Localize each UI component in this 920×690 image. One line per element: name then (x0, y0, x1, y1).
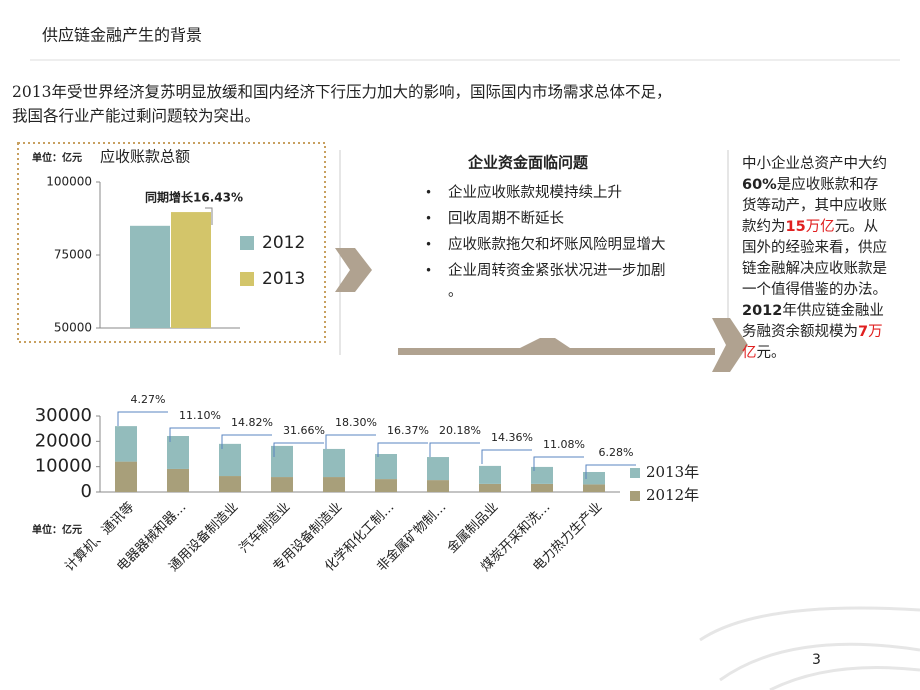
annotation: 16.37% (387, 424, 429, 437)
annotation-line (273, 442, 324, 457)
x-tick-label: 汽车制造业 (236, 499, 293, 556)
legend-label: 2013 (262, 269, 305, 289)
conclusion-text: 60% (742, 177, 777, 193)
legend-swatch (240, 272, 254, 286)
annotation-line (325, 434, 376, 449)
x-tick-label: 金属制品业 (444, 499, 501, 556)
annotation-line (117, 411, 168, 426)
conclusion-text: 元。 (756, 345, 786, 361)
y-tick-label: 75000 (54, 248, 92, 262)
legend-label: 2012 (262, 233, 305, 253)
annotation-line (481, 449, 532, 464)
legend-swatch (630, 491, 640, 501)
y-tick-label: 0 (81, 481, 92, 502)
bar-segment (583, 484, 605, 492)
arrow (398, 338, 715, 355)
conclusion-text: 元。从国外的经验来看，供应链金融解决应收账款是一个值得借鉴的办法。 (742, 219, 887, 298)
annotation: 31.66% (283, 424, 325, 437)
conclusion: 中小企业总资产中大约60%是应收账款和存货等动产，其中应收账款约为15万亿元。从… (742, 154, 892, 364)
annotation-line (169, 427, 220, 442)
problems-title: 企业资金面临问题 (467, 154, 589, 172)
y-tick-label: 20000 (35, 430, 92, 451)
y-tick-label: 30000 (35, 405, 92, 426)
slide-title: 供应链金融产生的背景 (42, 26, 202, 45)
bar (130, 225, 170, 328)
annotation-line (429, 442, 480, 457)
legend-label: 2013年 (646, 463, 699, 481)
bar-segment (479, 465, 501, 484)
conclusion-text: 是应收账款和存货等动产，其中应收账款约为 (742, 177, 887, 235)
annotation: 14.82% (231, 416, 273, 429)
annotation: 14.36% (491, 431, 533, 444)
decoration (699, 606, 920, 690)
bullet: 企业周转资金紧张状况进一步加剧。 (448, 261, 666, 300)
unit-label: 单位：亿元 (32, 151, 82, 164)
legend-swatch (240, 236, 254, 250)
bar-segment (115, 461, 137, 492)
bar (171, 212, 211, 328)
unit-label: 单位：亿元 (32, 523, 82, 536)
bar-segment (219, 476, 241, 492)
annotation-line (585, 464, 636, 479)
bar-segment (479, 483, 501, 492)
bar-segment (531, 483, 553, 492)
bullet: 企业应收账款规模持续上升 (448, 183, 622, 201)
chart-title: 应收账款总额 (100, 148, 190, 166)
conclusion-text: 万亿 (742, 324, 883, 361)
chart-frame (17, 142, 326, 343)
annotation-line (205, 207, 213, 225)
legend-swatch (630, 468, 640, 478)
y-tick-label: 100000 (46, 175, 92, 189)
bar-segment (115, 426, 137, 462)
annotation-line (377, 442, 428, 457)
arrow (712, 318, 748, 372)
conclusion-text: 年供应链金融业务融资余额规模为 (742, 303, 884, 340)
bar-segment (219, 443, 241, 477)
annotation: 同期增长16.43% (145, 190, 243, 205)
bar-segment (583, 471, 605, 485)
annotation: 4.27% (131, 393, 166, 406)
bullet-dot: • (425, 238, 432, 252)
bar-segment (531, 466, 553, 484)
conclusion-text: 中小企业总资产中大约 (742, 156, 887, 172)
intro: 2013年受世界经济复苏明显放缓和国内经济下行压力加大的影响，国际国内市场需求总… (12, 83, 671, 101)
conclusion-text: 2012 (742, 303, 783, 319)
bar-segment (167, 468, 189, 492)
bar-segment (427, 480, 449, 492)
annotation: 18.30% (335, 416, 377, 429)
annotation-line (221, 434, 272, 449)
annotation-line (533, 456, 584, 471)
bar-segment (375, 479, 397, 492)
bar-segment (375, 454, 397, 480)
bar-segment (427, 457, 449, 481)
y-tick-label: 50000 (54, 321, 92, 335)
conclusion-text: 7 (858, 324, 869, 340)
conclusion-text: 15 (785, 219, 806, 235)
bar-segment (323, 448, 345, 478)
bullet: 回收周期不断延长 (448, 210, 564, 227)
conclusion-text: 万亿 (805, 219, 835, 235)
bullet-dot: • (425, 186, 432, 200)
bar-segment (271, 477, 293, 492)
y-tick-label: 10000 (35, 456, 92, 477)
bullet-dot: • (425, 212, 432, 226)
page-number: 3 (812, 652, 821, 668)
legend-label: 2012年 (646, 486, 699, 504)
annotation: 6.28% (599, 446, 634, 459)
intro: 我国各行业产能过剩问题较为突出。 (12, 107, 260, 125)
annotation: 20.18% (439, 424, 481, 437)
bullet-dot: • (425, 264, 432, 278)
bar-segment (271, 445, 293, 478)
bullet: 应收账款拖欠和坏账风险明显增大 (448, 235, 666, 253)
annotation: 11.08% (543, 438, 585, 451)
bar-segment (323, 477, 345, 492)
arrow (335, 248, 372, 292)
bar-segment (167, 436, 189, 469)
annotation: 11.10% (179, 409, 221, 422)
